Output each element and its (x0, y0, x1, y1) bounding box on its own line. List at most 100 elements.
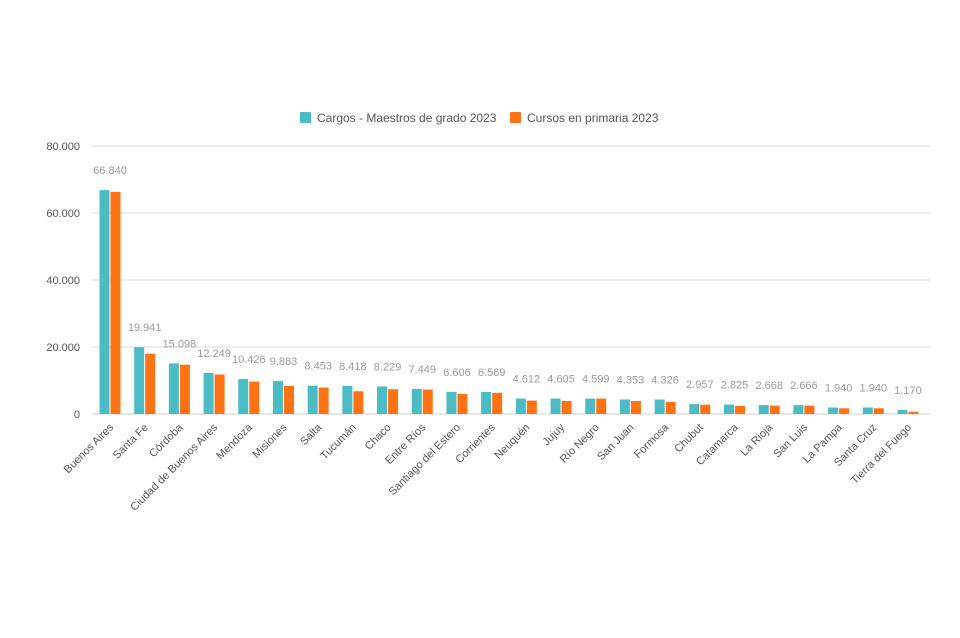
x-tick-label: Tierra del Fuego (849, 422, 914, 487)
bar-cargos (689, 404, 700, 414)
data-label: 6.569 (478, 367, 506, 379)
bar-cargos (238, 379, 249, 414)
bar-cursos (353, 391, 364, 414)
bar-cargos (203, 372, 214, 414)
bar-cursos (145, 353, 156, 414)
bar-cursos (110, 191, 121, 414)
bar-cursos (318, 387, 329, 414)
x-tick-label: Tucumán (318, 422, 359, 463)
bar-cargos (724, 404, 735, 414)
data-label: 6.606 (443, 367, 471, 379)
data-label: 9.883 (270, 356, 298, 368)
bar-cargos (619, 399, 630, 414)
bar-cursos (700, 404, 711, 414)
bar-cargos (99, 190, 110, 414)
bar-cargos (377, 386, 388, 414)
data-label: 4.353 (617, 374, 645, 386)
data-label: 7.449 (408, 364, 436, 376)
x-tick-label: Salta (298, 421, 325, 448)
bar-cargos (585, 398, 596, 414)
bar-cursos (388, 389, 399, 414)
bar-cargos (446, 391, 457, 414)
bar-cargos (411, 389, 422, 414)
data-label: 8.418 (339, 361, 367, 373)
y-tick-label: 20.000 (46, 342, 80, 354)
x-tick-label: Formosa (632, 421, 672, 461)
bar-cursos (526, 400, 537, 414)
bar-cursos (422, 389, 433, 414)
bar-cargos (897, 410, 908, 414)
data-label: 10.426 (232, 354, 266, 366)
bar-cargos (481, 391, 492, 414)
legend-swatch-1 (510, 112, 521, 123)
bar-cargos (758, 405, 769, 414)
data-label: 12.249 (197, 348, 231, 360)
x-tick-label: Buenos Aires (62, 421, 117, 476)
data-label: 8.453 (304, 361, 332, 373)
data-label: 2.825 (721, 380, 749, 392)
x-tick-label: Santa Fe (111, 422, 151, 462)
data-label: 15.098 (163, 338, 197, 350)
bar-cursos (630, 400, 641, 414)
x-tick-label: Mendoza (214, 421, 255, 462)
legend-label-0: Cargos - Maestros de grado 2023 (317, 111, 497, 125)
bar-cargos (793, 405, 804, 414)
bar-cursos (457, 393, 468, 414)
x-tick-label: Chubut (672, 422, 706, 456)
bar-cursos (214, 374, 225, 414)
data-label: 4.599 (582, 374, 610, 386)
bar-cargos (342, 385, 353, 414)
data-label: 4.612 (513, 374, 541, 386)
x-tick-label: La Rioja (738, 421, 776, 459)
data-label: 1.940 (860, 383, 888, 395)
data-label: 1.940 (825, 383, 853, 395)
legend-swatch-0 (300, 112, 311, 123)
x-tick-label: Chaco (363, 422, 394, 453)
data-label: 2.668 (755, 380, 783, 392)
legend-label-1: Cursos en primaria 2023 (527, 111, 659, 125)
bar-cargos (307, 385, 318, 414)
x-tick-label: San Juan (595, 422, 636, 463)
data-label: 1.170 (894, 385, 922, 397)
bar-cursos (804, 405, 815, 414)
bar-cursos (908, 411, 919, 414)
y-tick-label: 0 (74, 409, 80, 421)
bar-cursos (492, 392, 503, 414)
data-label: 2.666 (790, 380, 818, 392)
x-tick-label: Misiones (250, 421, 290, 461)
bar-cursos (735, 405, 746, 414)
x-tick-label: Jujuy (541, 421, 568, 448)
bar-cursos (839, 408, 850, 414)
bar-cursos (283, 385, 294, 414)
bar-cargos (134, 347, 145, 414)
bar-cargos (515, 398, 526, 414)
bar-cursos (665, 401, 676, 414)
bar-cursos (596, 398, 607, 414)
y-axis: 0 20.000 40.000 60.000 80.000 (46, 141, 80, 421)
bar-cursos (561, 400, 572, 414)
data-label: 19.941 (128, 322, 162, 334)
bar-cargos (168, 363, 179, 414)
bar-cargos (550, 398, 561, 414)
bar-cargos (272, 380, 283, 414)
bar-cargos (862, 407, 873, 414)
y-tick-label: 40.000 (46, 275, 80, 287)
data-label: 8.229 (374, 361, 402, 373)
y-tick-label: 60.000 (46, 208, 80, 220)
legend: Cargos - Maestros de grado 2023 Cursos en… (300, 111, 659, 125)
bar-cargos (828, 407, 839, 414)
bar-cursos (873, 408, 884, 414)
bars (99, 190, 919, 414)
data-label: 4.326 (651, 375, 679, 387)
x-tick-label: Neuquén (492, 422, 532, 462)
bar-cargos (654, 399, 665, 414)
data-label: 2.957 (686, 379, 714, 391)
y-tick-label: 80.000 (46, 141, 80, 153)
bar-cursos (769, 405, 780, 414)
data-label: 4.605 (547, 374, 575, 386)
bar-cursos (249, 381, 260, 414)
bar-cursos (179, 364, 190, 414)
